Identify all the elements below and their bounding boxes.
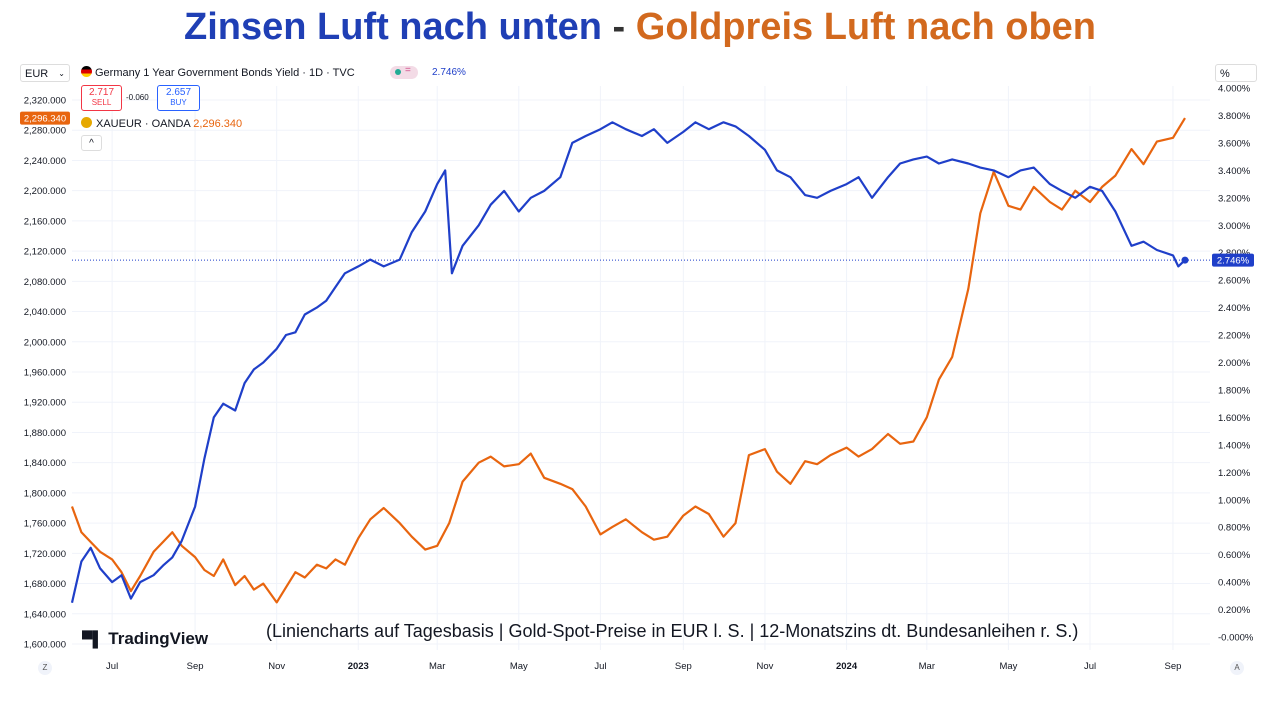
right-tick-label: 4.000%	[1218, 84, 1251, 95]
right-tick-label: 3.000%	[1218, 221, 1251, 232]
time-tick-label: May	[510, 661, 528, 672]
chevron-down-icon: ⌄	[58, 69, 65, 78]
right-tick-label: 1.800%	[1218, 385, 1251, 396]
currency-label: EUR	[25, 68, 49, 80]
right-tick-label: 1.000%	[1218, 495, 1251, 506]
right-tick-label: 0.200%	[1218, 605, 1251, 616]
headline-right: Goldpreis Luft nach oben	[635, 6, 1096, 48]
right-tick-label: 1.200%	[1218, 468, 1251, 479]
bond-legend-title: Germany 1 Year Government Bonds Yield · …	[95, 67, 355, 79]
currency-select[interactable]: EUR ⌄	[20, 64, 70, 82]
buy-price: 2.657	[165, 87, 192, 98]
right-tick-label: 2.600%	[1218, 276, 1251, 287]
sell-price: 2.717	[88, 87, 115, 98]
collapse-legend-button[interactable]: ^	[81, 135, 102, 151]
left-tick-label: 2,000.000	[24, 337, 66, 348]
left-tick-label: 2,280.000	[24, 126, 66, 137]
auto-scale-button[interactable]: A	[1230, 661, 1244, 675]
status-dot-icon	[395, 69, 401, 75]
left-tick-label: 1,640.000	[24, 609, 66, 620]
right-tick-label: 3.600%	[1218, 138, 1251, 149]
right-tick-label: 0.400%	[1218, 578, 1251, 589]
left-tick-label: 2,120.000	[24, 247, 66, 258]
sell-label: SELL	[91, 98, 112, 107]
time-tick-label: Nov	[756, 661, 773, 672]
chart-headline: Zinsen Luft nach unten - Goldpreis Luft …	[0, 6, 1280, 49]
time-tick-label: Jul	[106, 661, 118, 672]
left-tick-label: 1,920.000	[24, 398, 66, 409]
left-tick-label: 1,880.000	[24, 428, 66, 439]
time-tick-label: 2023	[348, 661, 369, 672]
time-tick-label: Mar	[429, 661, 445, 672]
gold-price-tag: 2,296.340	[24, 114, 66, 125]
right-tick-label: 2.400%	[1218, 303, 1251, 314]
right-tick-label: 0.800%	[1218, 523, 1251, 534]
tradingview-icon: ▀▌	[82, 631, 104, 648]
time-tick-label: Sep	[187, 661, 204, 672]
time-tick-label: May	[999, 661, 1017, 672]
right-tick-label: 2.000%	[1218, 358, 1251, 369]
left-tick-label: 1,960.000	[24, 368, 66, 379]
time-tick-label: Sep	[1165, 661, 1182, 672]
gold-legend-value: 2,296.340	[193, 118, 243, 130]
time-tick-label: Jul	[1084, 661, 1096, 672]
left-tick-label: 2,040.000	[24, 307, 66, 318]
grid-lines	[72, 86, 1210, 650]
left-tick-label: 1,600.000	[24, 640, 66, 651]
gold-price-tag-bg	[20, 111, 70, 125]
left-tick-label: 1,800.000	[24, 488, 66, 499]
right-tick-label: 1.600%	[1218, 413, 1251, 424]
germany-flag-icon	[81, 66, 92, 77]
time-tick-label: Nov	[268, 661, 285, 672]
time-axis[interactable]: Jul Sep Nov 2023 Mar May Jul Sep Nov 2024 Mar May Ju…	[106, 661, 1181, 672]
right-tick-label: 3.800%	[1218, 111, 1251, 122]
buy-button[interactable]: 2.657 BUY	[157, 85, 200, 111]
bond-legend[interactable]: Germany 1 Year Government Bonds Yield · …	[81, 66, 355, 79]
bond-legend-value: 2.746%	[432, 67, 466, 78]
left-tick-label: 2,160.000	[24, 216, 66, 227]
headline-separator: -	[612, 6, 626, 48]
right-tick-label: 0.600%	[1218, 550, 1251, 561]
equals-icon: =	[405, 65, 411, 76]
bond-last-point	[1181, 256, 1189, 264]
left-tick-label: 2,080.000	[24, 277, 66, 288]
left-tick-label: 2,200.000	[24, 186, 66, 197]
gold-legend[interactable]: XAUEUR · OANDA 2,296.340	[81, 117, 242, 130]
bond-yield-tag: 2.746%	[1217, 256, 1250, 267]
left-tick-label: 1,840.000	[24, 458, 66, 469]
spread-value: -0.060	[126, 93, 149, 102]
right-tick-label: 2.200%	[1218, 331, 1251, 342]
brand-label: TradingView	[108, 629, 209, 648]
left-tick-label: 2,240.000	[24, 156, 66, 167]
time-tick-label: 2024	[836, 661, 858, 672]
percent-scale-button[interactable]: %	[1215, 64, 1257, 82]
buy-label: BUY	[170, 98, 187, 107]
gold-coin-icon	[81, 117, 92, 128]
gold-price-line	[70, 117, 1186, 604]
left-tick-label: 1,760.000	[24, 519, 66, 530]
right-tick-label: 3.400%	[1218, 166, 1251, 177]
price-tags: 2,296.340 2.746%	[20, 111, 1254, 267]
right-tick-label: -0.000%	[1218, 633, 1254, 644]
time-tick-label: Sep	[675, 661, 692, 672]
time-tick-label: Jul	[594, 661, 606, 672]
right-percent-axis[interactable]: 4.000%3.800%3.600%3.400%3.200%3.000%2.80…	[1218, 84, 1254, 644]
tradingview-logo: ▀▌ TradingView	[82, 629, 208, 649]
left-price-axis[interactable]: 2,320.000 2,280.000 2,240.000 2,200.000 2,16…	[24, 96, 66, 651]
left-tick-label: 1,720.000	[24, 549, 66, 560]
right-tick-label: 1.400%	[1218, 440, 1251, 451]
left-tick-label: 1,680.000	[24, 579, 66, 590]
bond-yield-line	[70, 121, 1186, 603]
bond-yield-tag-bg	[1212, 253, 1254, 267]
left-tick-label: 2,320.000	[24, 96, 66, 107]
time-tick-label: Mar	[919, 661, 935, 672]
right-tick-label: 3.200%	[1218, 193, 1251, 204]
sell-button[interactable]: 2.717 SELL	[81, 85, 122, 111]
gold-legend-title: XAUEUR · OANDA	[96, 118, 191, 130]
indicator-status-toggle[interactable]: =	[390, 65, 418, 79]
headline-left: Zinsen Luft nach unten	[184, 6, 602, 48]
chart-caption: (Liniencharts auf Tagesbasis | Gold-Spot…	[266, 621, 1079, 641]
z-button[interactable]: Z	[38, 661, 52, 675]
